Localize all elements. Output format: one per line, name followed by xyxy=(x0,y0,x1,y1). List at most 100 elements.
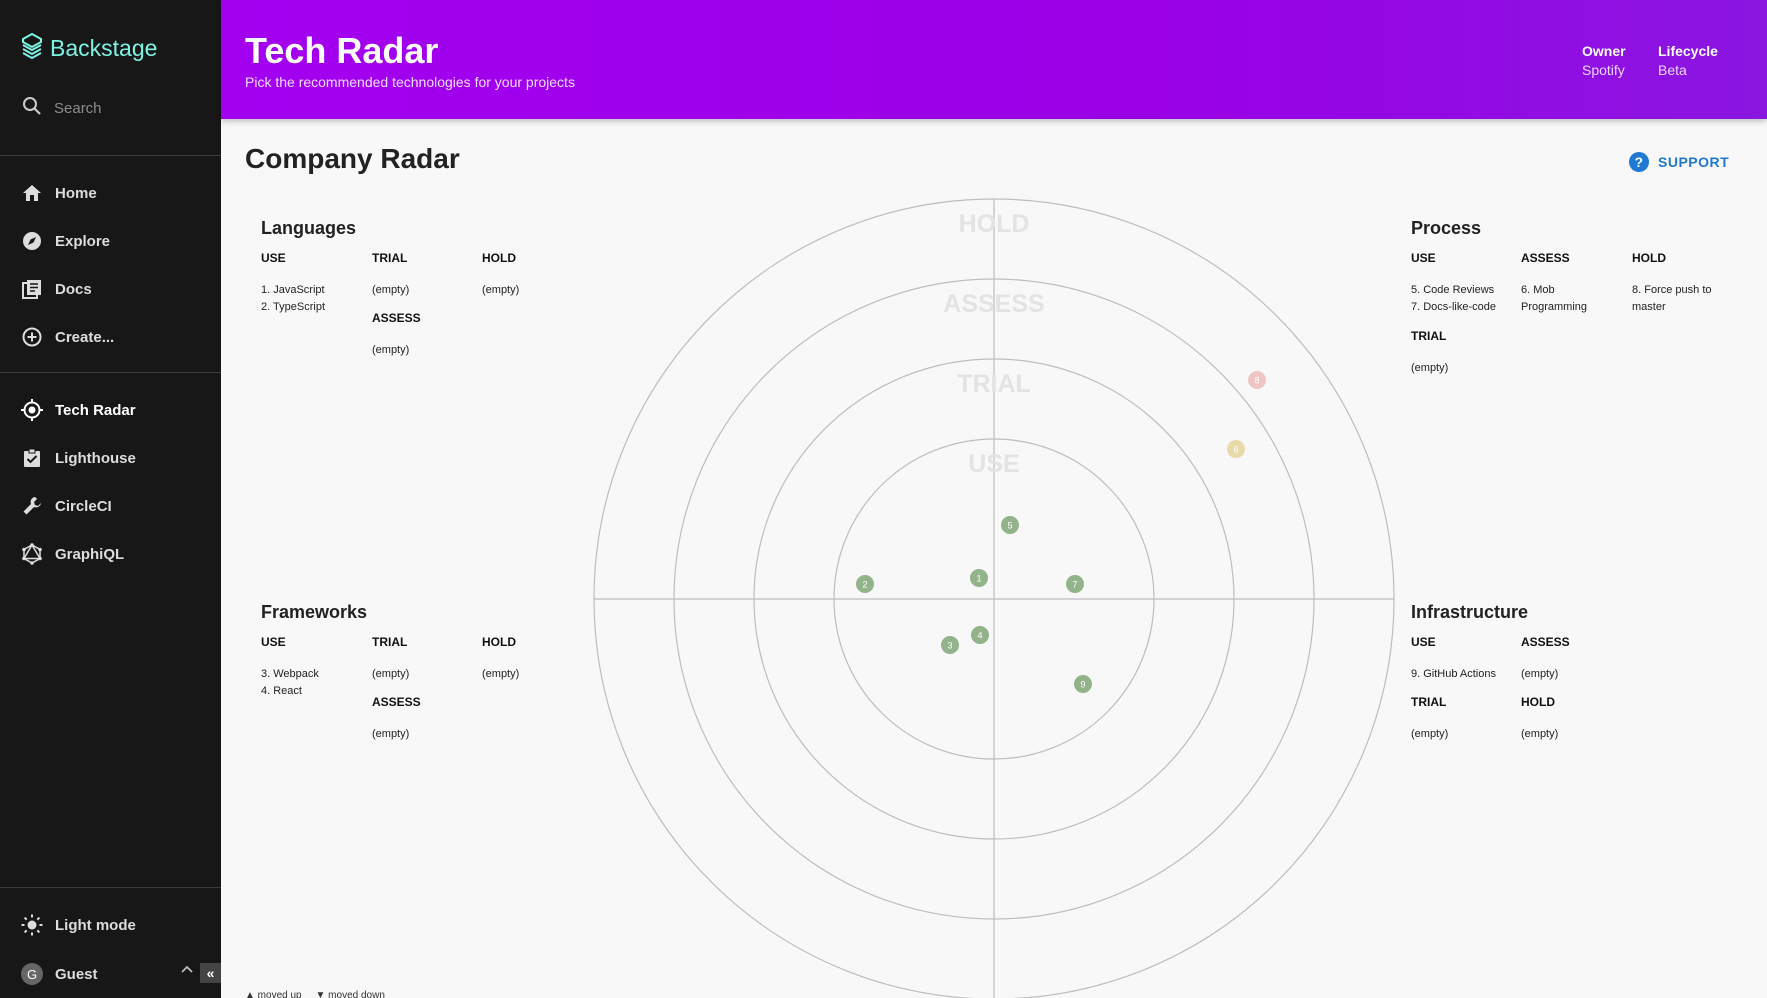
radar-blip-dot xyxy=(970,569,988,587)
sidebar-divider xyxy=(0,887,221,888)
list-item[interactable]: 4. React xyxy=(261,685,302,697)
radar-blip-dot xyxy=(1248,371,1266,389)
radar-blip-5[interactable]: 5 xyxy=(1001,516,1019,534)
ring-label: HOLD xyxy=(1521,695,1555,709)
lifecycle-value: Beta xyxy=(1658,62,1687,78)
radar-blip-label: 1 xyxy=(976,574,981,584)
avatar: G xyxy=(21,963,43,985)
content-title: Company Radar xyxy=(245,143,460,174)
sidebar-item-circleci[interactable]: CircleCI xyxy=(0,484,221,528)
sidebar-search[interactable]: Search xyxy=(22,96,102,121)
backstage-logo[interactable]: Backstage xyxy=(20,32,157,65)
wrench-icon xyxy=(21,495,43,517)
ring-use: USE 3. Webpack 4. React xyxy=(261,635,361,700)
radar-blip-7[interactable]: 7 xyxy=(1066,575,1084,593)
radar-blip-label: 3 xyxy=(947,641,952,651)
radar-blip-dot xyxy=(856,575,874,593)
owner-meta: Owner Spotify xyxy=(1582,43,1626,78)
radar-ring-label: USE xyxy=(968,450,1019,478)
sidebar-item-tech-radar[interactable]: Tech Radar xyxy=(0,388,221,432)
ring-use: USE 5. Code Reviews 7. Docs-like-code xyxy=(1411,251,1511,316)
avatar-initial: G xyxy=(26,966,38,982)
radar-blip-6[interactable]: 6 xyxy=(1227,440,1245,458)
list-item[interactable]: 8. Force push to master xyxy=(1632,284,1712,313)
search-icon xyxy=(22,96,42,121)
radar-blip-dot xyxy=(971,626,989,644)
radar-blip-dot xyxy=(941,636,959,654)
sidebar-item-label: Lighthouse xyxy=(55,449,136,467)
collapse-sidebar-button[interactable]: « xyxy=(200,963,221,983)
owner-value: Spotify xyxy=(1582,62,1625,78)
support-button[interactable]: ? SUPPORT xyxy=(1629,152,1729,172)
radar-ring xyxy=(753,358,1235,840)
ring-label: TRIAL xyxy=(1411,329,1447,343)
ring-trial: TRIAL (empty) xyxy=(1411,695,1511,743)
sidebar-item-label: Explore xyxy=(55,232,111,250)
backstage-logo-icon xyxy=(20,32,44,65)
sidebar-item-label: CircleCI xyxy=(55,497,112,515)
chevron-up-icon[interactable] xyxy=(181,962,193,976)
sidebar-item-label: Tech Radar xyxy=(55,401,136,419)
radar-blip-label: 5 xyxy=(1007,521,1012,531)
radar-blip-9[interactable]: 9 xyxy=(1074,675,1092,693)
radar-blip-dot xyxy=(1074,675,1092,693)
list-item[interactable]: 1. JavaScript xyxy=(261,284,325,296)
list-item[interactable]: 5. Code Reviews xyxy=(1411,284,1495,296)
search-placeholder: Search xyxy=(54,100,102,117)
quadrant-title: Process xyxy=(1411,218,1482,238)
list-item[interactable]: 3. Webpack xyxy=(261,668,319,680)
quadrant-process: Process xyxy=(1411,218,1481,252)
list-item: (empty) xyxy=(1411,362,1449,374)
quadrant-title: Frameworks xyxy=(261,602,368,622)
ring-label: TRIAL xyxy=(372,251,408,265)
sidebar-item-lighthouse[interactable]: Lighthouse xyxy=(0,436,221,480)
ring-label: TRIAL xyxy=(1411,695,1447,709)
list-item[interactable]: 2. TypeScript xyxy=(261,301,325,313)
list-item[interactable]: 7. Docs-like-code xyxy=(1411,301,1496,313)
quadrant-title: Infrastructure xyxy=(1411,602,1529,622)
list-item: (empty) xyxy=(1521,668,1559,680)
owner-label: Owner xyxy=(1582,43,1626,59)
ring-label: ASSESS xyxy=(372,695,421,709)
radar-ring xyxy=(593,198,1395,998)
radar-blip-2[interactable]: 2 xyxy=(856,575,874,593)
sidebar: Backstage Search Home Explore Docs Creat… xyxy=(0,0,221,998)
list-item: (empty) xyxy=(372,728,410,740)
ring-use: USE 1. JavaScript 2. TypeScript xyxy=(261,251,361,316)
ring-use: USE 9. GitHub Actions xyxy=(1411,635,1511,683)
page-header-subtitle: Pick the recommended technologies for yo… xyxy=(245,74,575,90)
sidebar-item-create[interactable]: Create... xyxy=(0,315,221,359)
list-item[interactable]: 6. Mob Programming xyxy=(1521,284,1588,313)
sidebar-item-label: Home xyxy=(55,184,97,202)
list-item: (empty) xyxy=(482,668,520,680)
radar-blip-dot xyxy=(1066,575,1084,593)
sidebar-item-explore[interactable]: Explore xyxy=(0,219,221,263)
legend-moved-up: ▲ moved up xyxy=(245,990,302,998)
ring-hold: HOLD (empty) xyxy=(1521,695,1621,743)
radar-ring-label: TRIAL xyxy=(957,370,1031,398)
radar-blip-8[interactable]: 8 xyxy=(1248,371,1266,389)
radar-blip-3[interactable]: 3 xyxy=(941,636,959,654)
radar-ring xyxy=(833,438,1155,760)
lifecycle-meta: Lifecycle Beta xyxy=(1658,43,1718,78)
ring-label: HOLD xyxy=(1632,251,1666,265)
docs-icon xyxy=(21,278,43,300)
ring-label: USE xyxy=(261,635,286,649)
graphql-icon xyxy=(21,543,43,565)
sidebar-item-home[interactable]: Home xyxy=(0,171,221,215)
radar-blip-label: 4 xyxy=(977,631,982,641)
page-header: Tech Radar Pick the recommended technolo… xyxy=(221,0,1767,119)
radar-blip-1[interactable]: 1 xyxy=(970,569,988,587)
compass-icon xyxy=(21,230,43,252)
sidebar-item-docs[interactable]: Docs xyxy=(0,267,221,311)
list-item: (empty) xyxy=(1411,728,1449,740)
user-menu[interactable]: G Guest xyxy=(0,952,221,996)
list-item: (empty) xyxy=(372,344,410,356)
list-item[interactable]: 9. GitHub Actions xyxy=(1411,668,1496,680)
sidebar-item-graphiql[interactable]: GraphiQL xyxy=(0,532,221,576)
lifecycle-label: Lifecycle xyxy=(1658,43,1718,59)
radar-blip-4[interactable]: 4 xyxy=(971,626,989,644)
theme-toggle[interactable]: Light mode xyxy=(0,903,221,947)
ring-trial: TRIAL (empty) xyxy=(372,635,472,683)
sun-icon xyxy=(21,914,43,936)
